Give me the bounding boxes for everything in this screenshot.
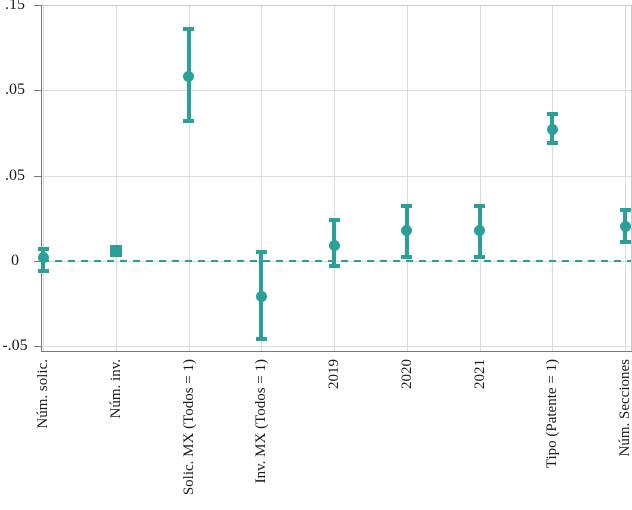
- y-tick-label: .05: [5, 167, 25, 184]
- y-tick-label: .15: [5, 0, 25, 13]
- x-category-label: Solic. MX (Todos = 1): [181, 359, 197, 496]
- v-gridline: [116, 6, 117, 351]
- error-bar-cap-bottom: [328, 263, 340, 268]
- marker-circle: [37, 251, 49, 263]
- marker-circle: [183, 71, 194, 83]
- marker-circle: [328, 239, 340, 251]
- v-gridline: [552, 6, 553, 351]
- error-bar-cap-top: [474, 204, 485, 209]
- error-bar-cap-top: [619, 207, 631, 212]
- error-bar-cap-bottom: [474, 255, 485, 260]
- y-tick-mark: [34, 261, 41, 262]
- h-gridline: [42, 90, 631, 91]
- error-bar-cap-top: [255, 250, 267, 255]
- marker-circle: [255, 291, 267, 303]
- error-bar-cap-bottom: [619, 240, 631, 245]
- error-bar-cap-top: [37, 246, 49, 251]
- x-category-label: 2021: [472, 359, 488, 389]
- x-category-label: 2020: [399, 359, 415, 389]
- error-bar-cap-top: [401, 204, 413, 209]
- v-gridline: [334, 6, 335, 351]
- error-bar-cap-top: [328, 217, 340, 222]
- error-bar-cap-bottom: [546, 141, 558, 146]
- v-gridline: [261, 6, 262, 351]
- error-bar-cap-top: [546, 112, 558, 117]
- error-bar-cap-bottom: [183, 118, 194, 123]
- marker-square: [109, 244, 122, 257]
- x-category-label: 2019: [326, 359, 342, 389]
- x-axis-line: [41, 351, 632, 352]
- plot-border-top: [41, 5, 631, 6]
- v-gridline: [43, 6, 44, 351]
- x-category-label: Núm. solic.: [35, 359, 51, 429]
- v-gridline: [407, 6, 408, 351]
- y-tick-mark: [34, 346, 41, 347]
- y-tick-mark: [34, 5, 41, 6]
- error-bar-cap-bottom: [401, 255, 413, 260]
- x-category-label: Núm. inv.: [108, 359, 124, 419]
- v-gridline: [480, 6, 481, 351]
- y-tick-label: -.05: [2, 337, 28, 354]
- marker-circle: [401, 224, 413, 236]
- y-tick-mark: [34, 176, 41, 177]
- v-gridline: [189, 6, 190, 351]
- v-gridline: [625, 6, 626, 351]
- marker-circle: [619, 221, 631, 233]
- error-bar-cap-top: [183, 26, 194, 31]
- y-tick-label: 0: [11, 252, 19, 269]
- marker-circle: [546, 123, 558, 135]
- x-category-label: Núm. Secciones: [617, 359, 632, 457]
- marker-circle: [474, 224, 485, 236]
- y-axis-line: [41, 5, 42, 352]
- x-category-label: Inv. MX (Todos = 1): [253, 359, 269, 484]
- error-bar-cap-bottom: [255, 337, 267, 342]
- error-bar-cap-bottom: [37, 269, 49, 274]
- zero-line: [42, 260, 631, 262]
- h-gridline: [42, 176, 631, 177]
- h-gridline: [42, 346, 631, 347]
- y-tick-mark: [34, 90, 41, 91]
- y-tick-label: .05: [5, 81, 25, 98]
- x-category-label: Tipo (Patente = 1): [544, 359, 560, 469]
